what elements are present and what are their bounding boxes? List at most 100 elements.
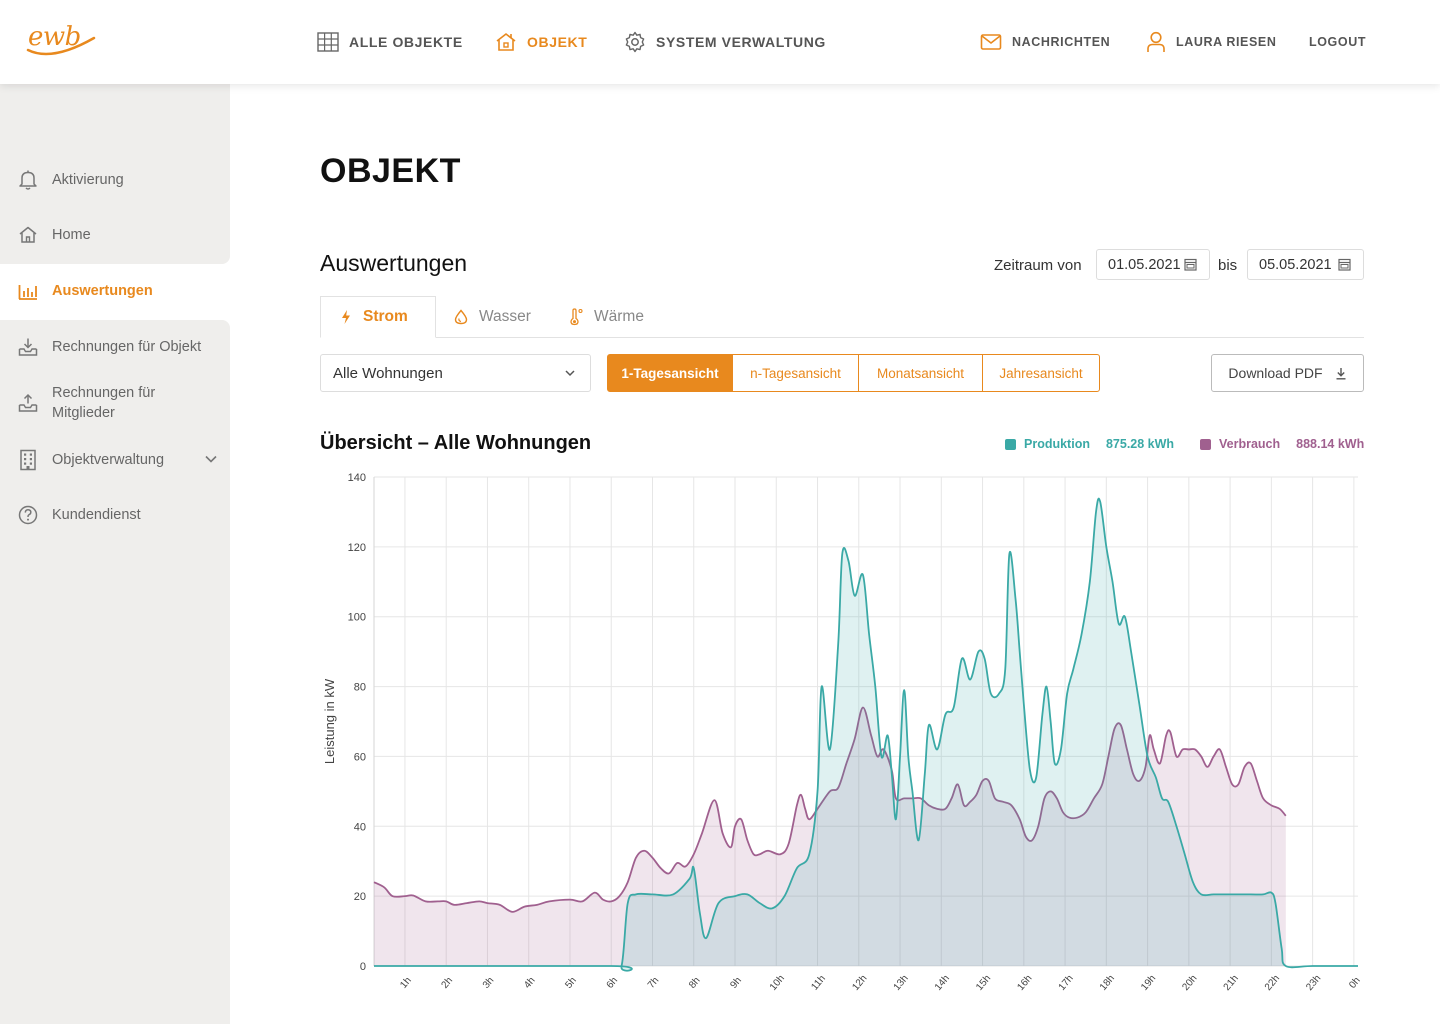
view-n-tagesansicht-button[interactable]: n-Tagesansicht xyxy=(732,354,859,392)
nav-system-verwaltung-label: SYSTEM VERWALTUNG xyxy=(656,34,826,50)
nav-user-profile[interactable]: LAURA RIESEN xyxy=(1146,30,1277,54)
chevron-down-icon[interactable] xyxy=(204,452,218,466)
x-tick-label: 15h xyxy=(974,973,993,993)
bolt-icon xyxy=(342,310,350,324)
top-navigation-bar: ewb ALLE OBJEKTE OBJEKT SYSTEM VERWALTUN… xyxy=(0,0,1440,84)
user-icon xyxy=(1147,31,1165,52)
legend-produktion-value: 875.28 kWh xyxy=(1105,437,1175,451)
legend-produktion[interactable]: Produktion 875.28 kWh xyxy=(1005,437,1174,451)
series-area-produktion xyxy=(374,498,1358,971)
thermometer-icon xyxy=(570,308,583,326)
x-tick-label: 21h xyxy=(1222,973,1241,993)
section-title: Auswertungen xyxy=(320,250,468,276)
y-tick-label: 120 xyxy=(348,542,366,554)
chart-container: 0 20 40 60 80 100 120 140 1h 2h 3h 4h 5h 6h 7h 8h 9h 10h 1… xyxy=(316,464,1376,1004)
sidebar-item-home[interactable]: Home xyxy=(18,225,91,245)
y-tick-label: 40 xyxy=(354,821,366,833)
tab-wasser-label: Wasser xyxy=(479,308,531,325)
house-icon xyxy=(496,33,516,51)
y-tick-label: 80 xyxy=(354,682,366,694)
nav-objekt[interactable]: OBJEKT xyxy=(495,30,587,54)
y-axis-label: Leistung in kW xyxy=(322,678,337,764)
x-tick-label: 18h xyxy=(1098,973,1117,993)
sidebar-item-rechnungen-mitglieder-line2: Mitglieder xyxy=(52,405,115,421)
view-monatsansicht-button[interactable]: Monatsansicht xyxy=(858,354,983,392)
calendar-icon xyxy=(1184,258,1197,271)
bar-chart-icon xyxy=(18,285,37,300)
y-tick-label: 0 xyxy=(360,961,366,973)
sidebar-item-rechnungen-objekt[interactable]: Rechnungen für Objekt xyxy=(18,337,201,357)
sidebar-item-home-label: Home xyxy=(52,227,91,243)
sidebar-top-section xyxy=(0,84,230,264)
x-tick-label: 13h xyxy=(892,973,911,993)
date-to-label: bis xyxy=(1218,257,1238,274)
legend-verbrauch[interactable]: Verbrauch 888.14 kWh xyxy=(1200,437,1364,451)
tab-wasser[interactable]: Wasser xyxy=(453,296,531,338)
drop-icon xyxy=(454,309,468,325)
page-title: OBJEKT xyxy=(320,152,461,190)
sidebar-item-auswertungen[interactable]: Auswertungen xyxy=(18,281,153,301)
sidebar-item-kundendienst[interactable]: Kundendienst xyxy=(18,505,141,525)
sidebar-item-rechnungen-mitglieder[interactable]: Rechnungen für Mitglieder xyxy=(18,383,155,423)
sidebar-active-row-background xyxy=(0,264,230,320)
calendar-icon xyxy=(1338,258,1351,271)
logout-label: LOGOUT xyxy=(1309,35,1367,49)
x-tick-label: 22h xyxy=(1263,973,1282,993)
date-from-label: Zeitraum von xyxy=(994,257,1082,274)
view-1-tagesansicht-button[interactable]: 1-Tagesansicht xyxy=(607,354,733,392)
sidebar-item-objektverwaltung[interactable]: Objektverwaltung xyxy=(18,449,164,471)
help-circle-icon xyxy=(18,505,38,525)
bell-icon xyxy=(19,170,37,190)
sidebar-item-auswertungen-label: Auswertungen xyxy=(52,283,153,299)
series-line-produktion xyxy=(374,497,1358,972)
download-pdf-label: Download PDF xyxy=(1228,365,1323,381)
gear-icon xyxy=(625,31,645,53)
x-tick-label: 0h xyxy=(1347,975,1363,991)
nav-nachrichten[interactable]: NACHRICHTEN xyxy=(980,30,1110,54)
x-tick-label: 16h xyxy=(1015,973,1034,993)
sidebar-item-aktivierung[interactable]: Aktivierung xyxy=(18,169,124,191)
x-tick-label: 6h xyxy=(605,975,621,991)
sidebar-item-rechnungen-mitglieder-line1: Rechnungen für xyxy=(52,385,156,401)
x-tick-label: 7h xyxy=(646,975,662,991)
tabs-divider xyxy=(320,337,1364,338)
logo-text: ewb xyxy=(28,22,81,52)
tab-strom[interactable]: Strom xyxy=(320,296,436,338)
legend-verbrauch-label: Verbrauch xyxy=(1219,437,1281,451)
date-from-input[interactable]: 01.05.2021 xyxy=(1096,249,1210,280)
sidebar-item-kundendienst-label: Kundendienst xyxy=(52,507,141,523)
tray-download-icon xyxy=(18,338,38,356)
nav-objekt-label: OBJEKT xyxy=(527,34,588,50)
x-tick-label: 23h xyxy=(1304,973,1323,993)
sidebar-item-aktivierung-label: Aktivierung xyxy=(52,172,124,188)
nav-system-verwaltung[interactable]: SYSTEM VERWALTUNG xyxy=(624,30,826,54)
nav-alle-objekte[interactable]: ALLE OBJEKTE xyxy=(317,30,463,54)
sidebar-item-objektverwaltung-label: Objektverwaltung xyxy=(52,452,165,468)
x-tick-label: 10h xyxy=(768,973,787,993)
apartment-select-value: Alle Wohnungen xyxy=(333,364,443,382)
home-icon xyxy=(19,226,37,243)
y-tick-label: 20 xyxy=(354,891,366,903)
tab-waerme[interactable]: Wärme xyxy=(568,296,644,338)
tab-strom-label: Strom xyxy=(363,308,408,325)
apartment-select[interactable]: Alle Wohnungen xyxy=(320,354,591,392)
grid-icon xyxy=(317,32,339,52)
ewb-logo[interactable]: ewb xyxy=(22,20,102,64)
chart-title: Übersicht – Alle Wohnungen xyxy=(320,432,592,454)
x-tick-label: 17h xyxy=(1057,973,1076,993)
view-jahresansicht-button[interactable]: Jahresansicht xyxy=(982,354,1100,392)
y-tick-label: 60 xyxy=(354,751,366,763)
chevron-down-icon xyxy=(565,370,575,377)
x-tick-label: 9h xyxy=(728,975,744,991)
logout-link[interactable]: LOGOUT xyxy=(1309,30,1366,54)
logo-swoosh-icon xyxy=(26,36,96,56)
date-to-input[interactable]: 05.05.2021 xyxy=(1247,249,1364,280)
y-tick-label: 140 xyxy=(348,472,366,484)
download-icon xyxy=(1336,367,1346,380)
legend-produktion-swatch xyxy=(1005,438,1016,450)
download-pdf-button[interactable]: Download PDF xyxy=(1211,354,1364,392)
x-tick-label: 19h xyxy=(1139,973,1158,993)
date-from-value: 01.05.2021 xyxy=(1108,256,1181,273)
legend-verbrauch-swatch xyxy=(1200,438,1211,450)
x-tick-label: 4h xyxy=(522,975,538,991)
